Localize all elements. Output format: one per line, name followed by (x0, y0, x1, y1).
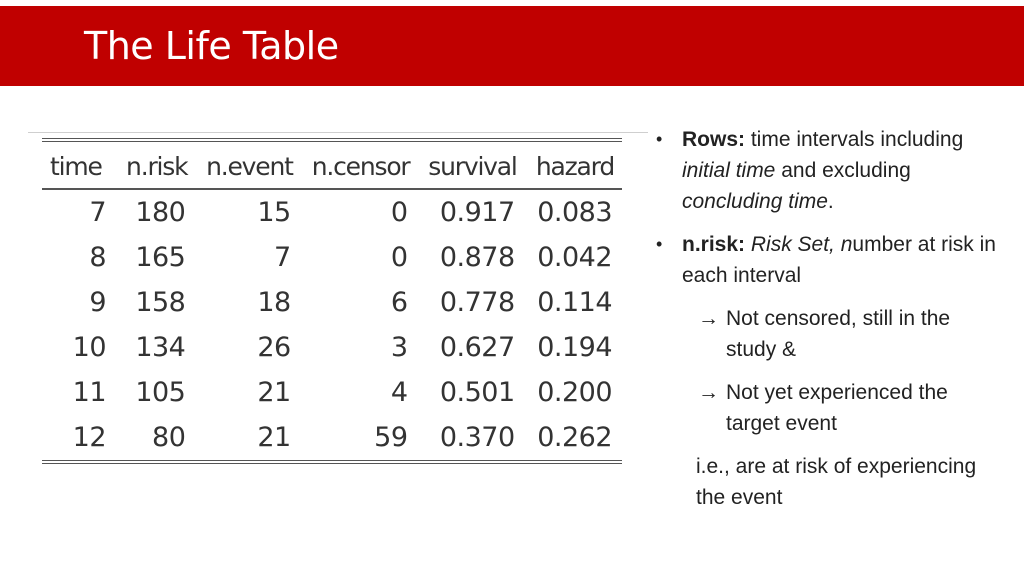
nrisk-italic-1: Risk Set, n (750, 233, 853, 256)
rows-italic-1: initial time (682, 159, 776, 182)
cell-time: 8 (89, 242, 106, 273)
cell-hazard: 0.200 (537, 377, 612, 408)
cell-n-risk: 134 (135, 332, 186, 363)
bullet-dot-icon: • (656, 129, 663, 149)
notes-panel: • Rows: time intervals including initial… (656, 124, 1006, 513)
right-arrow-icon: → (698, 307, 719, 330)
cell-hazard: 0.114 (537, 287, 612, 318)
cell-n-risk: 158 (135, 287, 186, 318)
cell-time: 11 (72, 377, 107, 408)
cell-time: 7 (89, 197, 106, 228)
cell-survival: 0.501 (439, 377, 515, 408)
cell-n-censor: 6 (390, 287, 408, 318)
cell-n-event: 21 (257, 377, 291, 408)
cell-n-risk: 165 (135, 242, 186, 273)
rows-label: Rows: (682, 128, 745, 151)
rows-text-1: time intervals including (745, 128, 964, 151)
header-n-risk: n.risk (126, 151, 189, 181)
nrisk-label: n.risk: (682, 233, 746, 256)
cell-n-event: 15 (257, 197, 291, 228)
cell-n-risk: 80 (152, 422, 186, 453)
cell-hazard: 0.083 (537, 197, 612, 228)
cell-survival: 0.627 (439, 332, 515, 363)
cell-survival: 0.370 (439, 422, 515, 453)
cell-n-censor: 3 (390, 332, 408, 363)
nrisk-text-2: umber at risk in each interval (682, 233, 996, 287)
cell-hazard: 0.042 (537, 242, 612, 273)
cell-hazard: 0.194 (537, 332, 612, 363)
cell-n-risk: 105 (135, 377, 186, 408)
cell-n-event: 21 (257, 422, 291, 453)
cell-n-event: 18 (257, 287, 291, 318)
conclusion-note: i.e., are at risk of experiencing the ev… (696, 455, 977, 509)
bullet-n-risk: • n.risk: Risk Set, number at risk in ea… (656, 229, 1006, 291)
table-row: 12 80 21 59 0.370 0.262 (42, 415, 622, 462)
table-header-row: time n.risk n.event n.censor survival ha… (42, 140, 622, 189)
bullet-rows: • Rows: time intervals including initial… (656, 124, 1006, 217)
header-n-event: n.event (206, 151, 294, 181)
rows-text-3: . (827, 190, 834, 213)
cell-n-censor: 0 (390, 242, 408, 273)
cell-survival: 0.778 (439, 287, 515, 318)
cell-n-censor: 0 (390, 197, 408, 228)
right-arrow-icon: → (698, 381, 719, 404)
table-row: 11 105 21 4 0.501 0.200 (42, 370, 622, 415)
table-row: 10 134 26 3 0.627 0.194 (42, 325, 622, 370)
table-row: 9 158 18 6 0.778 0.114 (42, 280, 622, 325)
cell-survival: 0.878 (439, 242, 515, 273)
sub-point-2-text: Not yet experienced the target event (726, 381, 948, 435)
cell-n-censor: 4 (390, 377, 408, 408)
cell-survival: 0.917 (439, 197, 515, 228)
cell-time: 9 (89, 287, 106, 318)
cell-time: 10 (72, 332, 107, 363)
rows-italic-2: concluding time (682, 190, 828, 213)
sub-point-not-censored: → Not censored, still in the study & (698, 303, 1006, 365)
life-table-container: time n.risk n.event n.censor survival ha… (42, 138, 622, 464)
header-n-censor: n.censor (311, 151, 411, 181)
table-row: 7 180 15 0 0.917 0.083 (42, 189, 622, 235)
sub-point-1-text: Not censored, still in the study & (726, 307, 951, 361)
header-survival: survival (428, 151, 518, 181)
header-time: time (50, 151, 103, 181)
rows-text-2: and excluding (775, 159, 911, 182)
title-bar: The Life Table (0, 6, 1024, 86)
table-top-rule (28, 132, 648, 133)
cell-time: 12 (72, 422, 107, 453)
cell-hazard: 0.262 (537, 422, 612, 453)
slide-title: The Life Table (84, 24, 339, 68)
cell-n-event: 26 (257, 332, 291, 363)
cell-n-risk: 180 (135, 197, 186, 228)
sub-point-not-experienced: → Not yet experienced the target event (698, 377, 1006, 439)
bullet-dot-icon: • (656, 234, 663, 254)
header-hazard: hazard (535, 151, 615, 181)
cell-n-event: 7 (274, 242, 291, 273)
table-row: 8 165 7 0 0.878 0.042 (42, 235, 622, 280)
cell-n-censor: 59 (374, 422, 408, 453)
life-table: time n.risk n.event n.censor survival ha… (42, 138, 622, 464)
